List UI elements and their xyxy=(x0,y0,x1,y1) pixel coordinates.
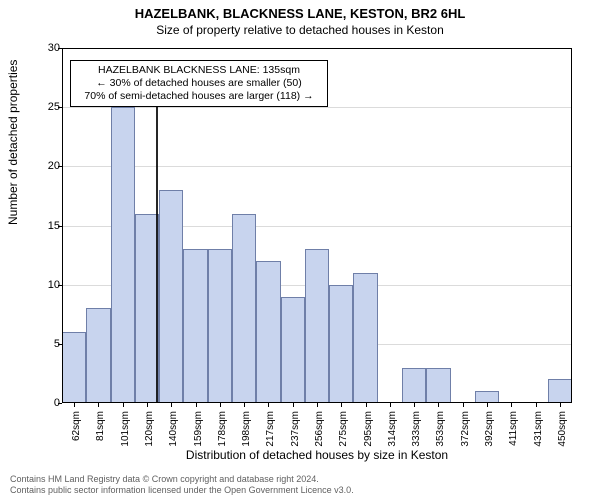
x-tick-label: 333sqm xyxy=(411,411,422,447)
x-tick-mark xyxy=(390,403,391,407)
x-tick-mark xyxy=(268,403,269,407)
x-tick-mark xyxy=(511,403,512,407)
x-axis-label: Distribution of detached houses by size … xyxy=(62,448,572,462)
x-tick-label: 120sqm xyxy=(144,411,155,447)
annotation-line3: 70% of semi-detached houses are larger (… xyxy=(77,90,321,103)
bar-slot xyxy=(329,48,353,403)
y-tick-mark xyxy=(58,48,62,49)
y-axis-ticks: 051015202530 xyxy=(34,48,60,403)
bar-slot xyxy=(402,48,426,403)
y-tick-mark xyxy=(58,403,62,404)
y-tick-mark xyxy=(58,226,62,227)
bar xyxy=(111,107,135,403)
x-tick-mark xyxy=(317,403,318,407)
x-tick-label: 411sqm xyxy=(508,411,519,446)
annotation-line1: HAZELBANK BLACKNESS LANE: 135sqm xyxy=(77,64,321,77)
bar xyxy=(281,297,305,404)
x-tick-label: 256sqm xyxy=(314,411,325,447)
bar xyxy=(183,249,207,403)
bar xyxy=(86,308,110,403)
x-tick-label: 275sqm xyxy=(338,411,349,447)
y-tick-mark xyxy=(58,285,62,286)
footer-line2: Contains public sector information licen… xyxy=(10,485,354,496)
x-tick-label: 450sqm xyxy=(557,411,568,447)
y-axis-label: Number of detached properties xyxy=(6,60,20,225)
y-tick-label: 25 xyxy=(34,101,60,113)
chart-title: HAZELBANK, BLACKNESS LANE, KESTON, BR2 6… xyxy=(0,0,600,21)
bar-slot xyxy=(426,48,450,403)
y-tick-mark xyxy=(58,166,62,167)
chart-container: HAZELBANK, BLACKNESS LANE, KESTON, BR2 6… xyxy=(0,0,600,500)
bar xyxy=(329,285,353,403)
y-tick-label: 10 xyxy=(34,279,60,291)
bar-slot xyxy=(451,48,475,403)
bar-slot xyxy=(523,48,547,403)
x-tick-mark xyxy=(341,403,342,407)
bar-slot xyxy=(353,48,377,403)
x-tick-mark xyxy=(171,403,172,407)
x-tick-label: 237sqm xyxy=(290,411,301,447)
x-tick-label: 295sqm xyxy=(363,411,374,447)
bar xyxy=(208,249,232,403)
x-tick-label: 101sqm xyxy=(120,411,131,447)
chart-subtitle: Size of property relative to detached ho… xyxy=(0,21,600,41)
annotation-line2: ← 30% of detached houses are smaller (50… xyxy=(77,77,321,90)
x-tick-mark xyxy=(196,403,197,407)
x-tick-label: 314sqm xyxy=(387,411,398,447)
x-tick-label: 392sqm xyxy=(484,411,495,447)
bar xyxy=(426,368,450,404)
bar-slot xyxy=(378,48,402,403)
x-tick-mark xyxy=(74,403,75,407)
bar xyxy=(159,190,183,403)
y-tick-mark xyxy=(58,344,62,345)
x-tick-mark xyxy=(536,403,537,407)
footer-line1: Contains HM Land Registry data © Crown c… xyxy=(10,474,354,485)
x-tick-label: 62sqm xyxy=(71,411,82,441)
x-tick-mark xyxy=(366,403,367,407)
footer-attribution: Contains HM Land Registry data © Crown c… xyxy=(10,474,354,496)
x-tick-label: 372sqm xyxy=(460,411,471,447)
x-tick-label: 178sqm xyxy=(217,411,228,447)
bar-slot xyxy=(499,48,523,403)
y-tick-label: 20 xyxy=(34,160,60,172)
bar-slot xyxy=(548,48,572,403)
y-tick-label: 30 xyxy=(34,42,60,54)
y-tick-label: 5 xyxy=(34,338,60,350)
marker-line xyxy=(156,103,158,403)
x-tick-mark xyxy=(293,403,294,407)
y-tick-label: 15 xyxy=(34,220,60,232)
bar xyxy=(305,249,329,403)
bar xyxy=(548,379,572,403)
y-tick-label: 0 xyxy=(34,397,60,409)
x-tick-label: 81sqm xyxy=(95,411,106,441)
bar xyxy=(475,391,499,403)
bar-slot xyxy=(475,48,499,403)
x-tick-mark xyxy=(487,403,488,407)
x-tick-mark xyxy=(98,403,99,407)
x-tick-mark xyxy=(220,403,221,407)
x-tick-mark xyxy=(244,403,245,407)
y-tick-mark xyxy=(58,107,62,108)
x-tick-label: 431sqm xyxy=(533,411,544,447)
x-tick-label: 217sqm xyxy=(265,411,276,447)
bar xyxy=(232,214,256,403)
x-tick-label: 198sqm xyxy=(241,411,252,447)
bar xyxy=(402,368,426,404)
x-tick-label: 140sqm xyxy=(168,411,179,447)
annotation-box: HAZELBANK BLACKNESS LANE: 135sqm ← 30% o… xyxy=(70,60,328,107)
bar xyxy=(353,273,377,403)
x-tick-mark xyxy=(414,403,415,407)
x-tick-label: 159sqm xyxy=(193,411,204,447)
x-tick-mark xyxy=(463,403,464,407)
x-tick-mark xyxy=(438,403,439,407)
x-tick-label: 353sqm xyxy=(435,411,446,447)
bar xyxy=(256,261,280,403)
bar xyxy=(62,332,86,403)
x-tick-mark xyxy=(147,403,148,407)
x-tick-mark xyxy=(123,403,124,407)
x-tick-mark xyxy=(560,403,561,407)
